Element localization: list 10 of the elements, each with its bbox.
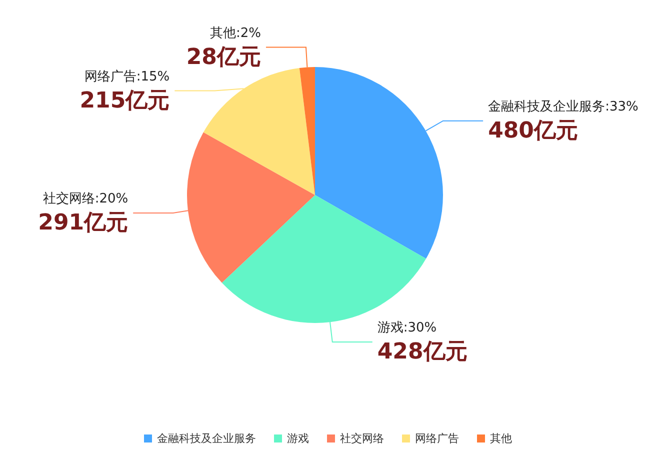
data-label: 金融科技及企业服务:33% 480亿元	[488, 99, 638, 144]
data-label: 网络广告:15% 215亿元	[80, 69, 170, 114]
legend-label: 其他	[490, 432, 512, 445]
legend-label: 社交网络	[340, 432, 384, 445]
data-label: 其他:2% 28亿元	[186, 26, 261, 70]
legend-label: 金融科技及企业服务	[157, 432, 256, 445]
data-label: 社交网络:20% 291亿元	[38, 190, 128, 236]
legend-label: 网络广告	[415, 432, 459, 445]
legend-label: 游戏	[287, 432, 309, 445]
data-label: 游戏:30% 428亿元	[377, 320, 468, 364]
